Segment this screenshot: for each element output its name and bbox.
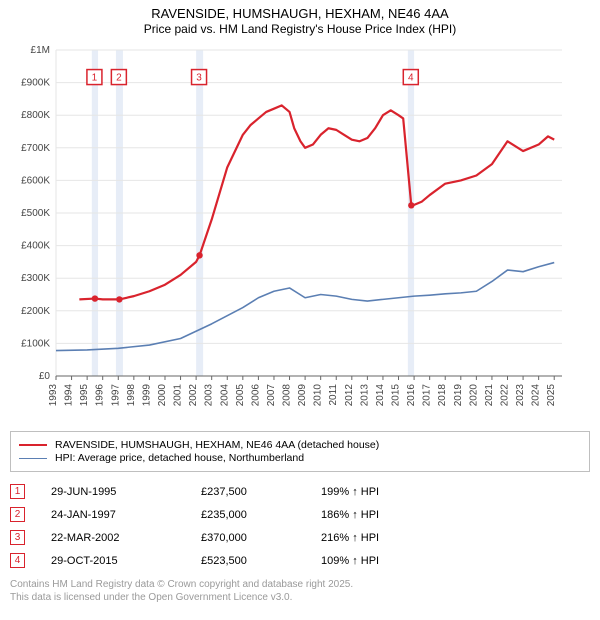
- chart-area: £0 £100K £200K £300K £400K £500K £600K £700K £80…: [10, 42, 590, 427]
- marker-price: £235,000: [201, 509, 321, 521]
- x-tick-label: 2012: [344, 384, 355, 407]
- x-tick-label: 2015: [391, 384, 402, 407]
- y-tick-label: £1M: [31, 45, 50, 56]
- chart-container: RAVENSIDE, HUMSHAUGH, HEXHAM, NE46 4AA P…: [0, 0, 600, 612]
- sale-marker-number: 2: [116, 73, 122, 84]
- title-main: RAVENSIDE, HUMSHAUGH, HEXHAM, NE46 4AA: [10, 6, 590, 21]
- x-tick-label: 2022: [500, 384, 511, 407]
- footer-line-1: Contains HM Land Registry data © Crown c…: [10, 578, 590, 591]
- sale-marker-point: [196, 252, 202, 258]
- x-tick-label: 2021: [484, 384, 495, 407]
- line-chart: £0 £100K £200K £300K £400K £500K £600K £700K £80…: [10, 42, 570, 422]
- x-tick-label: 2013: [359, 384, 370, 407]
- legend: RAVENSIDE, HUMSHAUGH, HEXHAM, NE46 4AA (…: [10, 431, 590, 472]
- marker-table-row: 3 22-MAR-2002£370,000216% ↑ HPI: [10, 526, 590, 549]
- legend-item: HPI: Average price, detached house, Nort…: [19, 452, 581, 464]
- x-tick-label: 2003: [204, 384, 215, 407]
- marker-table-row: 2 24-JAN-1997£235,000186% ↑ HPI: [10, 503, 590, 526]
- series-hpi: [56, 263, 554, 351]
- marker-table-box: 1: [10, 484, 25, 499]
- x-tick-label: 2018: [437, 384, 448, 407]
- marker-date: 22-MAR-2002: [51, 532, 201, 544]
- x-tick-label: 2020: [468, 384, 479, 407]
- x-tick-label: 2024: [531, 384, 542, 407]
- sale-marker-number: 3: [196, 73, 202, 84]
- x-tick-label: 2023: [515, 384, 526, 407]
- marker-table: 1 29-JUN-1995£237,500199% ↑ HPI 2 24-JAN-19…: [10, 480, 590, 572]
- x-tick-label: 2019: [453, 384, 464, 407]
- y-tick-label: £600K: [21, 175, 50, 186]
- x-tick-label: 2010: [313, 384, 324, 407]
- legend-label: RAVENSIDE, HUMSHAUGH, HEXHAM, NE46 4AA (…: [55, 439, 379, 451]
- x-tick-label: 2006: [250, 384, 261, 407]
- x-tick-label: 2011: [328, 384, 339, 406]
- y-tick-label: £900K: [21, 78, 50, 89]
- marker-table-row: 4 29-OCT-2015£523,500109% ↑ HPI: [10, 549, 590, 572]
- legend-swatch: [19, 444, 47, 446]
- y-tick-label: £700K: [21, 143, 50, 154]
- marker-date: 29-OCT-2015: [51, 555, 201, 567]
- legend-label: HPI: Average price, detached house, Nort…: [55, 452, 304, 464]
- footer-line-2: This data is licensed under the Open Gov…: [10, 591, 590, 604]
- marker-hpi: 216% ↑ HPI: [321, 532, 441, 544]
- marker-table-box: 3: [10, 530, 25, 545]
- sale-marker-point: [408, 202, 414, 208]
- marker-hpi: 199% ↑ HPI: [321, 486, 441, 498]
- sale-marker-number: 4: [408, 73, 414, 84]
- x-tick-label: 1995: [79, 384, 90, 407]
- title-block: RAVENSIDE, HUMSHAUGH, HEXHAM, NE46 4AA P…: [10, 6, 590, 36]
- x-tick-label: 2017: [422, 384, 433, 407]
- legend-swatch: [19, 458, 47, 459]
- marker-hpi: 186% ↑ HPI: [321, 509, 441, 521]
- x-tick-label: 2001: [173, 384, 184, 407]
- x-tick-label: 2007: [266, 384, 277, 407]
- x-tick-label: 2004: [219, 384, 230, 407]
- y-tick-label: £300K: [21, 273, 50, 284]
- footer-attribution: Contains HM Land Registry data © Crown c…: [10, 578, 590, 604]
- x-tick-label: 2025: [546, 384, 557, 407]
- legend-item: RAVENSIDE, HUMSHAUGH, HEXHAM, NE46 4AA (…: [19, 439, 581, 451]
- y-tick-label: £200K: [21, 306, 50, 317]
- sale-marker-number: 1: [92, 73, 98, 84]
- x-tick-label: 2002: [188, 384, 199, 407]
- marker-price: £370,000: [201, 532, 321, 544]
- y-tick-label: £800K: [21, 110, 50, 121]
- marker-date: 29-JUN-1995: [51, 486, 201, 498]
- marker-date: 24-JAN-1997: [51, 509, 201, 521]
- title-sub: Price paid vs. HM Land Registry's House …: [10, 22, 590, 36]
- y-tick-label: £400K: [21, 241, 50, 252]
- marker-price: £523,500: [201, 555, 321, 567]
- x-tick-label: 1999: [141, 384, 152, 407]
- x-tick-label: 2016: [406, 384, 417, 407]
- y-tick-label: £500K: [21, 208, 50, 219]
- x-tick-label: 2014: [375, 384, 386, 407]
- x-tick-label: 1998: [126, 384, 137, 407]
- y-tick-label: £0: [39, 371, 51, 382]
- x-tick-label: 1996: [95, 384, 106, 407]
- x-tick-label: 2008: [282, 384, 293, 407]
- sale-marker-point: [92, 295, 98, 301]
- marker-table-box: 4: [10, 553, 25, 568]
- sale-marker-point: [116, 296, 122, 302]
- x-tick-label: 2000: [157, 384, 168, 407]
- marker-table-box: 2: [10, 507, 25, 522]
- x-tick-label: 1997: [110, 384, 121, 407]
- marker-hpi: 109% ↑ HPI: [321, 555, 441, 567]
- series-property: [79, 105, 554, 299]
- marker-table-row: 1 29-JUN-1995£237,500199% ↑ HPI: [10, 480, 590, 503]
- x-tick-label: 2005: [235, 384, 246, 407]
- x-tick-label: 1994: [64, 384, 75, 407]
- x-tick-label: 2009: [297, 384, 308, 407]
- marker-price: £237,500: [201, 486, 321, 498]
- y-tick-label: £100K: [21, 338, 50, 349]
- x-tick-label: 1993: [48, 384, 59, 407]
